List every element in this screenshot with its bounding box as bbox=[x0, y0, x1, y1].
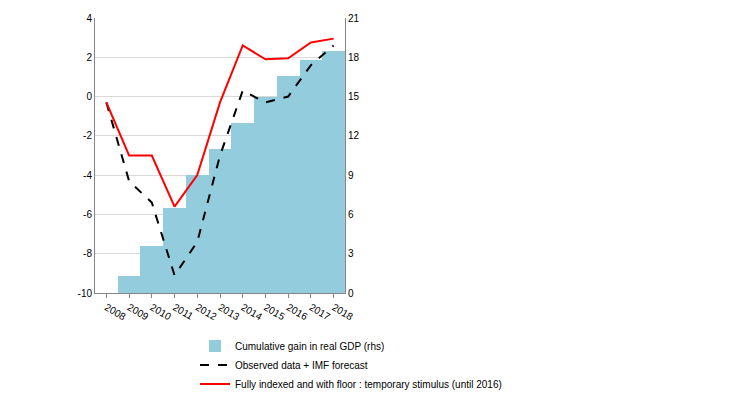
svg-text:21: 21 bbox=[348, 13, 360, 24]
svg-text:2009: 2009 bbox=[126, 302, 151, 323]
svg-text:18: 18 bbox=[348, 52, 360, 63]
svg-text:2011: 2011 bbox=[171, 302, 196, 322]
svg-text:2015: 2015 bbox=[262, 302, 287, 323]
svg-text:2008: 2008 bbox=[103, 302, 128, 323]
svg-text:2013: 2013 bbox=[217, 302, 242, 323]
svg-text:2012: 2012 bbox=[194, 302, 219, 323]
svg-text:0: 0 bbox=[86, 91, 92, 102]
svg-text:12: 12 bbox=[348, 130, 360, 141]
svg-text:2: 2 bbox=[86, 52, 92, 63]
svg-text:Observed data + IMF forecast: Observed data + IMF forecast bbox=[235, 360, 368, 371]
svg-text:-2: -2 bbox=[83, 130, 92, 141]
svg-text:2016: 2016 bbox=[285, 302, 310, 323]
svg-text:0: 0 bbox=[348, 288, 354, 299]
svg-text:Cumulative gain in real GDP (r: Cumulative gain in real GDP (rhs) bbox=[235, 341, 384, 352]
svg-text:-10: -10 bbox=[78, 288, 93, 299]
svg-text:2017: 2017 bbox=[307, 302, 332, 323]
svg-text:2014: 2014 bbox=[239, 302, 264, 323]
svg-text:2010: 2010 bbox=[148, 302, 173, 323]
svg-text:3: 3 bbox=[348, 248, 354, 259]
svg-text:15: 15 bbox=[348, 91, 360, 102]
svg-text:4: 4 bbox=[86, 13, 92, 24]
svg-text:-4: -4 bbox=[83, 170, 92, 181]
svg-text:Fully indexed and with floor :: Fully indexed and with floor : temporary… bbox=[235, 379, 502, 390]
svg-text:2018: 2018 bbox=[330, 302, 355, 323]
svg-text:-8: -8 bbox=[83, 248, 92, 259]
svg-text:-6: -6 bbox=[83, 209, 92, 220]
svg-text:9: 9 bbox=[348, 170, 354, 181]
svg-text:6: 6 bbox=[348, 209, 354, 220]
